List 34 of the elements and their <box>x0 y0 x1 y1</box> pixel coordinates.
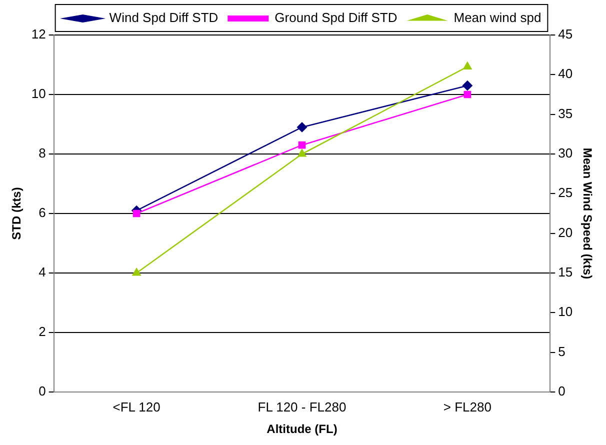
y-tick-label: 0 <box>38 384 46 399</box>
y-tick-label: 4 <box>38 264 46 280</box>
y2-tick-label: 40 <box>558 66 573 82</box>
point <box>297 122 307 132</box>
y-tick-label: 6 <box>38 205 46 220</box>
y-tick-label: 2 <box>38 324 46 340</box>
y-axis-title: STD (kts) <box>10 187 24 240</box>
x-tick-label: FL 120 - FL280 <box>258 399 346 414</box>
y2-tick-label: 0 <box>558 384 566 399</box>
y2-tick-label: 30 <box>558 146 573 161</box>
y2-tick-label: 35 <box>558 106 573 121</box>
y2-axis-title: Mean Wind Speed (kts) <box>580 148 594 280</box>
legend-label: Ground Spd Diff STD <box>274 10 398 26</box>
y-tick-label: 12 <box>31 26 46 42</box>
point <box>298 149 306 157</box>
point <box>132 268 141 276</box>
point <box>298 141 306 149</box>
y2-tick-label: 5 <box>558 344 566 359</box>
y2-tick-label: 15 <box>558 264 573 280</box>
legend-label: Wind Spd Diff STD <box>109 10 218 26</box>
point <box>463 62 472 70</box>
x-tick-label: <FL 120 <box>112 399 160 414</box>
y2-tick-label: 25 <box>558 185 573 200</box>
y2-tick-label: 45 <box>558 26 573 42</box>
x-axis-title: Altitude (FL) <box>266 422 338 436</box>
y-tick-label: 8 <box>38 146 46 161</box>
point <box>464 90 472 98</box>
legend-label: Mean wind spd <box>454 10 542 26</box>
y2-tick-label: 20 <box>558 224 573 240</box>
y-tick-label: 10 <box>31 86 46 102</box>
point <box>132 210 140 218</box>
x-tick-label: > FL280 <box>443 399 492 414</box>
point <box>462 80 472 91</box>
y2-tick-label: 10 <box>558 304 573 320</box>
